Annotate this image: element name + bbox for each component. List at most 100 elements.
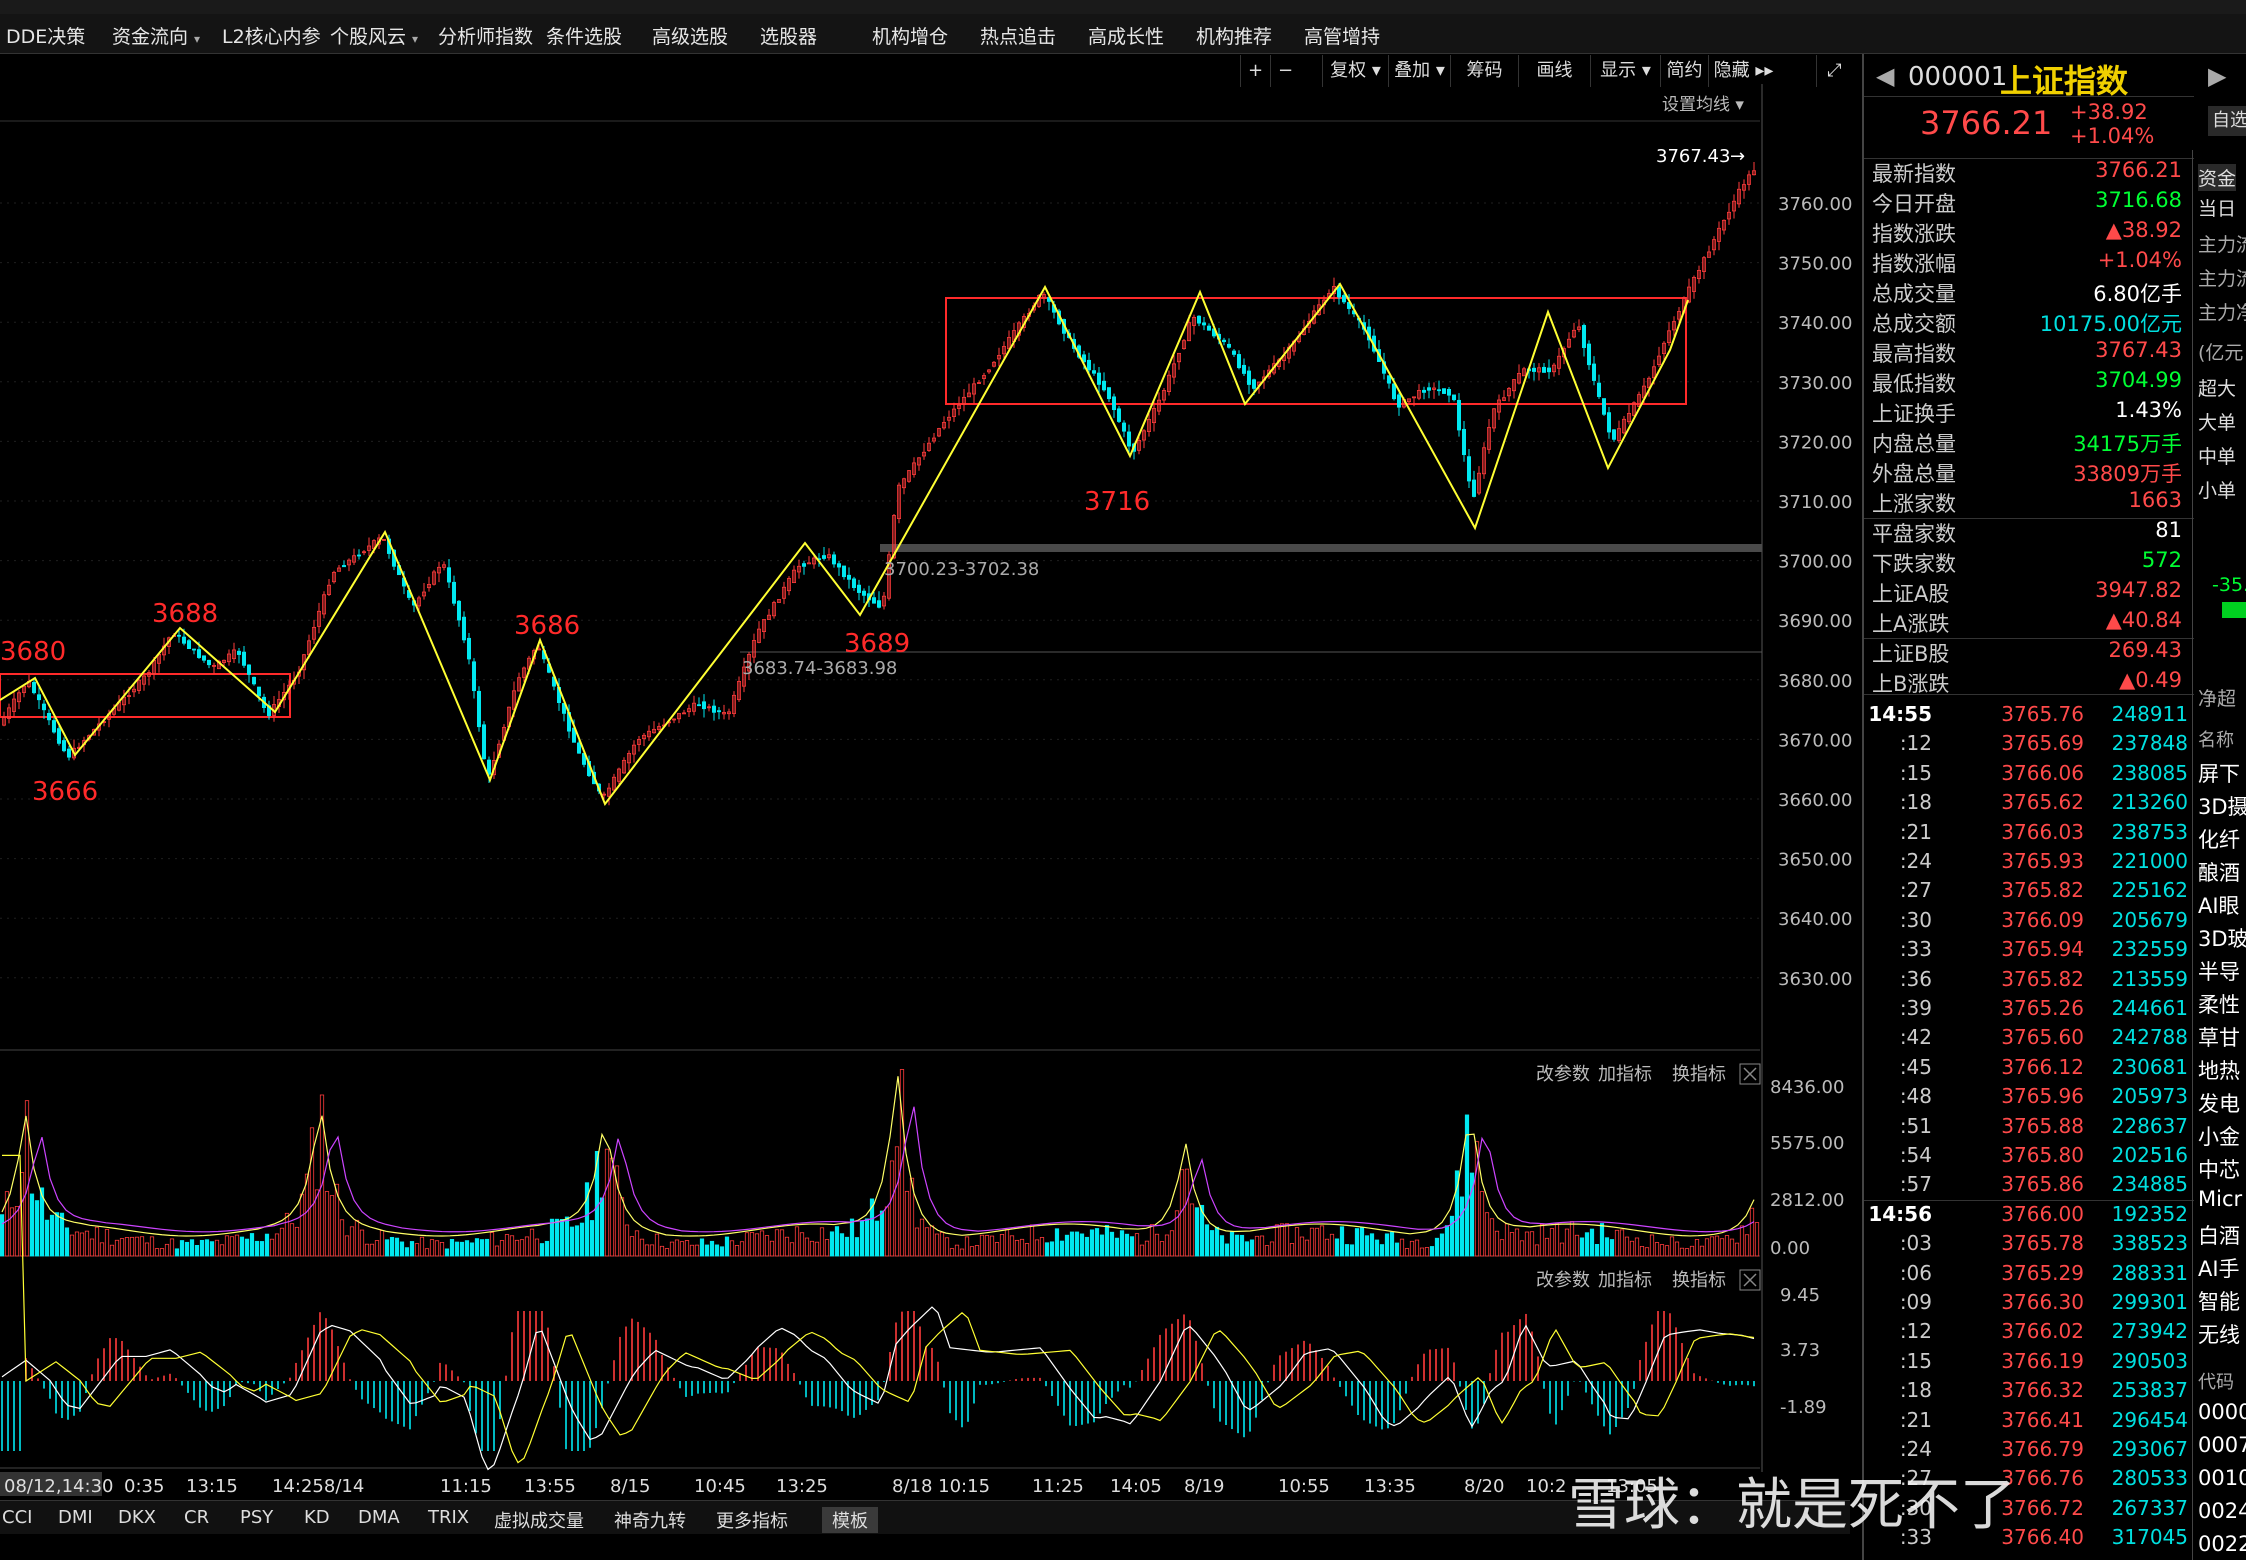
stock-code[interactable]: 0022 [2198, 1532, 2246, 1556]
panel-button[interactable]: 改参数 [1536, 1270, 1590, 1291]
volume-bar [1114, 1237, 1120, 1257]
stock-code[interactable]: 0007 [2198, 1433, 2246, 1457]
sector-name[interactable]: 半导 [2198, 960, 2240, 984]
next-arrow-icon[interactable]: ▶ [2208, 62, 2227, 90]
tick-time: :12 [1899, 1319, 1932, 1344]
candle-body [1172, 363, 1177, 378]
volume-bar [1559, 1242, 1565, 1257]
sector-name[interactable]: 3D摄 [2198, 795, 2246, 819]
side-tab[interactable]: 当日 [2198, 198, 2237, 220]
menu-item[interactable]: 高级选股 [652, 22, 728, 49]
volume-bar [1709, 1236, 1715, 1257]
volume-bar [1049, 1241, 1055, 1257]
quote-row: 指数涨跌 ▲38.92 [1872, 218, 2182, 248]
candle-body [1422, 389, 1427, 393]
candle-body [632, 744, 637, 755]
sector-name[interactable]: 无线 [2198, 1323, 2240, 1347]
prev-arrow-icon[interactable]: ◀ [1876, 62, 1895, 90]
indicator-tab[interactable]: 更多指标 [716, 1511, 788, 1532]
menu-item[interactable]: 资金流向 ▾ [112, 22, 200, 49]
indicator-tab[interactable]: DMI [58, 1507, 93, 1528]
favorite-button[interactable]: 自选 [2208, 106, 2246, 136]
candle-body [451, 581, 456, 604]
menu-item[interactable]: 高成长性 [1088, 22, 1164, 49]
tick-time: 14:56 [1868, 1201, 1932, 1226]
candle-body [967, 392, 972, 398]
tick-row: :27 3766.76 280533 [1864, 1466, 2194, 1495]
indicator-tab[interactable]: CR [184, 1507, 210, 1528]
volume-bar [119, 1238, 125, 1257]
tick-time: :33 [1899, 937, 1932, 962]
menu-item[interactable]: 条件选股 [546, 22, 622, 49]
panel-button[interactable]: 换指标 [1672, 1064, 1726, 1085]
candle-body [486, 759, 491, 775]
close-icon[interactable] [1739, 1063, 1761, 1085]
close-icon[interactable] [1739, 1269, 1761, 1291]
panel-button[interactable]: 换指标 [1672, 1270, 1726, 1291]
sector-name[interactable]: 地热 [2198, 1059, 2240, 1083]
indicator-tab[interactable]: CCI [2, 1507, 33, 1528]
menu-item[interactable]: DDE决策 [6, 22, 85, 49]
stock-code[interactable]: 0000 [2198, 1400, 2246, 1424]
volume-bar [1554, 1222, 1560, 1257]
menu-item[interactable]: 个股风云 ▾ [330, 22, 418, 49]
menu-item[interactable]: 热点追击 [980, 22, 1056, 49]
sector-name[interactable]: 发电 [2198, 1092, 2240, 1116]
sector-name[interactable]: Micr [2198, 1187, 2243, 1211]
toolbar-button[interactable]: 隐藏 ▸▸ [1708, 55, 1778, 87]
window-top-strip [0, 0, 2246, 14]
toolbar-button[interactable]: 简约 [1660, 55, 1708, 87]
toolbar-button[interactable]: + [1240, 55, 1270, 87]
sector-name[interactable]: 柔性 [2198, 993, 2240, 1017]
indicator-tab[interactable]: DMA [358, 1507, 400, 1528]
toolbar-button[interactable]: − [1270, 55, 1300, 87]
menu-item[interactable]: L2核心内参 [222, 22, 321, 49]
indicator-tab[interactable]: PSY [240, 1507, 274, 1528]
indicator-tab[interactable]: KD [304, 1507, 330, 1528]
ma-settings-label[interactable]: 设置均线 ▾ [1662, 95, 1744, 115]
sector-name[interactable]: 智能 [2198, 1290, 2240, 1314]
toolbar-button[interactable]: 筹码 [1450, 55, 1518, 87]
toolbar-button[interactable]: ⤢ [1816, 55, 1852, 87]
volume-bar [954, 1244, 960, 1257]
toolbar-button[interactable]: 画线 [1518, 55, 1590, 87]
sector-name[interactable]: AI手 [2198, 1257, 2240, 1281]
sector-name[interactable]: 白酒 [2198, 1224, 2240, 1248]
side-tab[interactable]: 资金 [2198, 164, 2237, 191]
volume-bar [234, 1234, 240, 1257]
indicator-tab[interactable]: 模板 [822, 1507, 878, 1533]
candle-body [1197, 315, 1202, 324]
sector-name[interactable]: 化纤 [2198, 828, 2240, 852]
volume-bar [104, 1229, 110, 1257]
indicator-tab[interactable]: DKX [118, 1507, 156, 1528]
sector-name[interactable]: 3D玻 [2198, 927, 2246, 951]
sector-name[interactable]: 小金 [2198, 1125, 2240, 1149]
panel-button[interactable]: 加指标 [1598, 1064, 1652, 1085]
menu-item[interactable]: 机构增仓 [872, 22, 948, 49]
toolbar-button[interactable]: 复权 ▾ [1322, 55, 1388, 87]
menu-item[interactable]: 高管增持 [1304, 22, 1380, 49]
candle-body [476, 690, 481, 728]
quote-value: 3716.68 [2095, 188, 2182, 212]
volume-bar [1259, 1235, 1265, 1257]
stock-code[interactable]: 0010 [2198, 1466, 2246, 1490]
indicator-tab[interactable]: 神奇九转 [614, 1511, 686, 1532]
menu-item[interactable]: 机构推荐 [1196, 22, 1272, 49]
sector-name[interactable]: AI眼 [2198, 894, 2240, 918]
indicator-tab[interactable]: 虚拟成交量 [494, 1511, 584, 1532]
volume-bar [1154, 1233, 1160, 1257]
sector-name[interactable]: 中芯 [2198, 1158, 2240, 1182]
candle-body [1227, 343, 1232, 348]
sector-name[interactable]: 酿酒 [2198, 861, 2240, 885]
indicator-tab[interactable]: TRIX [428, 1507, 470, 1528]
sector-name[interactable]: 草甘 [2198, 1026, 2240, 1050]
stock-code[interactable]: 0024 [2198, 1499, 2246, 1523]
sector-name[interactable]: 屏下 [2198, 762, 2240, 786]
toolbar-button[interactable]: 叠加 ▾ [1388, 55, 1450, 87]
tick-time: :03 [1899, 1231, 1932, 1256]
panel-button[interactable]: 改参数 [1536, 1064, 1590, 1085]
toolbar-button[interactable]: 显示 ▾ [1590, 55, 1660, 87]
panel-button[interactable]: 加指标 [1598, 1270, 1652, 1291]
menu-item[interactable]: 分析师指数 [438, 22, 533, 49]
menu-item[interactable]: 选股器 [760, 22, 817, 49]
